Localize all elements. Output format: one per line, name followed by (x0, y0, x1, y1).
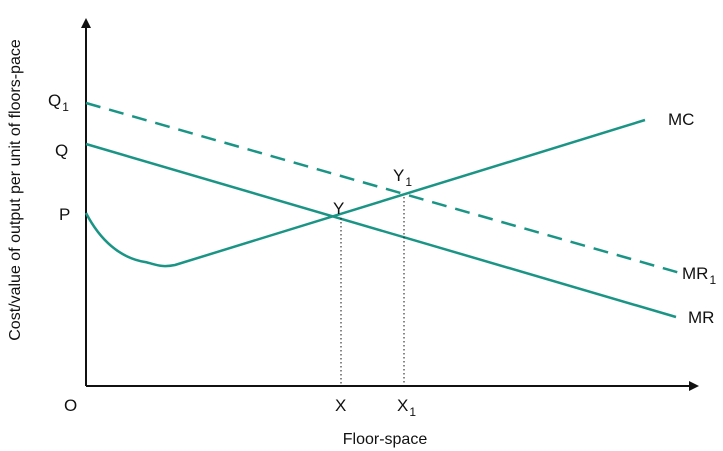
y-axis-title: Cost/value of output per unit of floors-… (7, 39, 24, 341)
y-tick-q: Q (55, 141, 68, 160)
mr-curve (85, 142, 677, 319)
mr1-curve (85, 101, 681, 275)
point-y-label: Y (333, 199, 344, 218)
x-axis-title: Floor-space (343, 431, 428, 448)
origin-label: O (64, 396, 77, 415)
x-tick-x: X (335, 396, 346, 415)
curve-label-mr1: MR1 (682, 264, 716, 287)
curve-label-mr: MR (688, 308, 714, 327)
y-tick-q1: Q1 (48, 91, 69, 114)
point-y1-label: Y1 (393, 166, 412, 189)
mc-curve (84, 118, 646, 268)
y-tick-p: P (59, 205, 70, 224)
curve-label-mc: MC (668, 110, 694, 129)
x-tick-x1: X1 (397, 396, 416, 419)
